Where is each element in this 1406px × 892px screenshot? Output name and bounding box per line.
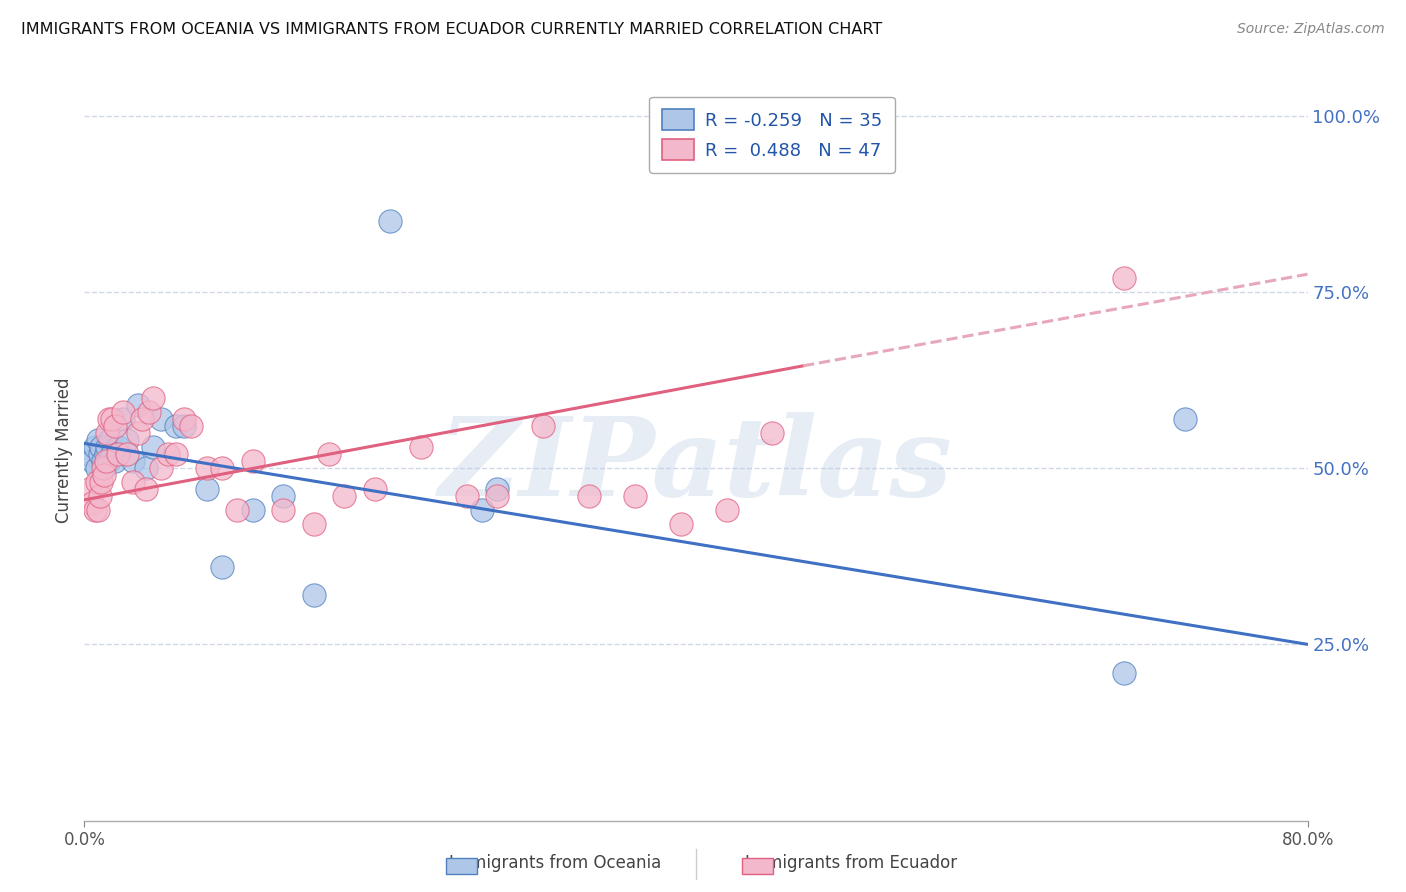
Point bbox=[107, 440, 129, 454]
Point bbox=[115, 433, 138, 447]
Point bbox=[90, 440, 112, 454]
Point bbox=[122, 454, 145, 468]
Point bbox=[165, 447, 187, 461]
Point bbox=[111, 405, 134, 419]
Point bbox=[80, 496, 103, 510]
Legend: R = -0.259   N = 35, R =  0.488   N = 47: R = -0.259 N = 35, R = 0.488 N = 47 bbox=[650, 96, 894, 173]
Point bbox=[94, 454, 117, 468]
Point bbox=[80, 454, 103, 468]
Text: ZIPatlas: ZIPatlas bbox=[439, 411, 953, 519]
Point bbox=[471, 503, 494, 517]
Point bbox=[1114, 270, 1136, 285]
Point bbox=[96, 425, 118, 440]
Point bbox=[122, 475, 145, 490]
Point bbox=[84, 440, 107, 454]
Point bbox=[409, 440, 432, 454]
Point bbox=[173, 411, 195, 425]
Point bbox=[127, 425, 149, 440]
Point bbox=[333, 489, 356, 503]
Point bbox=[77, 447, 100, 461]
Point bbox=[111, 411, 134, 425]
Point bbox=[97, 411, 120, 425]
Point bbox=[91, 461, 114, 475]
Point bbox=[101, 411, 124, 425]
Point bbox=[716, 503, 738, 517]
Point bbox=[87, 503, 110, 517]
Point bbox=[165, 418, 187, 433]
Point bbox=[131, 411, 153, 425]
Point bbox=[97, 454, 120, 468]
Point bbox=[195, 461, 218, 475]
Point bbox=[94, 447, 117, 461]
Point bbox=[87, 433, 110, 447]
Text: Immigrants from Oceania: Immigrants from Oceania bbox=[450, 855, 661, 872]
Point bbox=[135, 461, 157, 475]
Point bbox=[531, 418, 554, 433]
Point bbox=[578, 489, 600, 503]
Point bbox=[302, 588, 325, 602]
Point bbox=[91, 454, 114, 468]
Text: IMMIGRANTS FROM OCEANIA VS IMMIGRANTS FROM ECUADOR CURRENTLY MARRIED CORRELATION: IMMIGRANTS FROM OCEANIA VS IMMIGRANTS FR… bbox=[21, 22, 883, 37]
Point bbox=[98, 433, 121, 447]
Point bbox=[93, 468, 115, 483]
Point bbox=[138, 405, 160, 419]
Point bbox=[90, 475, 112, 490]
Point bbox=[180, 418, 202, 433]
Point bbox=[93, 461, 115, 475]
Point bbox=[1114, 665, 1136, 680]
Text: Source: ZipAtlas.com: Source: ZipAtlas.com bbox=[1237, 22, 1385, 37]
Point bbox=[486, 482, 509, 496]
Point bbox=[142, 391, 165, 405]
Point bbox=[1174, 411, 1197, 425]
Point bbox=[89, 447, 111, 461]
Point bbox=[135, 482, 157, 496]
Point bbox=[173, 418, 195, 433]
Point bbox=[142, 440, 165, 454]
Point bbox=[380, 214, 402, 228]
Point bbox=[96, 440, 118, 454]
Point bbox=[84, 503, 107, 517]
Point bbox=[271, 489, 294, 503]
Point bbox=[104, 418, 127, 433]
Point bbox=[302, 517, 325, 532]
Point bbox=[86, 475, 108, 490]
Point bbox=[89, 489, 111, 503]
Point bbox=[486, 489, 509, 503]
Point bbox=[456, 489, 478, 503]
Point bbox=[242, 503, 264, 517]
Point bbox=[104, 454, 127, 468]
Point bbox=[211, 559, 233, 574]
Point bbox=[77, 482, 100, 496]
Point bbox=[226, 503, 249, 517]
Point bbox=[624, 489, 647, 503]
Point bbox=[761, 425, 783, 440]
Point bbox=[318, 447, 340, 461]
Point bbox=[271, 503, 294, 517]
Point bbox=[669, 517, 692, 532]
Point bbox=[364, 482, 387, 496]
Point bbox=[115, 447, 138, 461]
Y-axis label: Currently Married: Currently Married bbox=[55, 377, 73, 524]
Point bbox=[101, 447, 124, 461]
Point bbox=[149, 411, 172, 425]
Point bbox=[127, 398, 149, 412]
Point bbox=[211, 461, 233, 475]
Point bbox=[149, 461, 172, 475]
Point bbox=[242, 454, 264, 468]
Point bbox=[195, 482, 218, 496]
Point bbox=[157, 447, 180, 461]
Point bbox=[107, 447, 129, 461]
Point bbox=[86, 461, 108, 475]
Text: Immigrants from Ecuador: Immigrants from Ecuador bbox=[745, 855, 956, 872]
